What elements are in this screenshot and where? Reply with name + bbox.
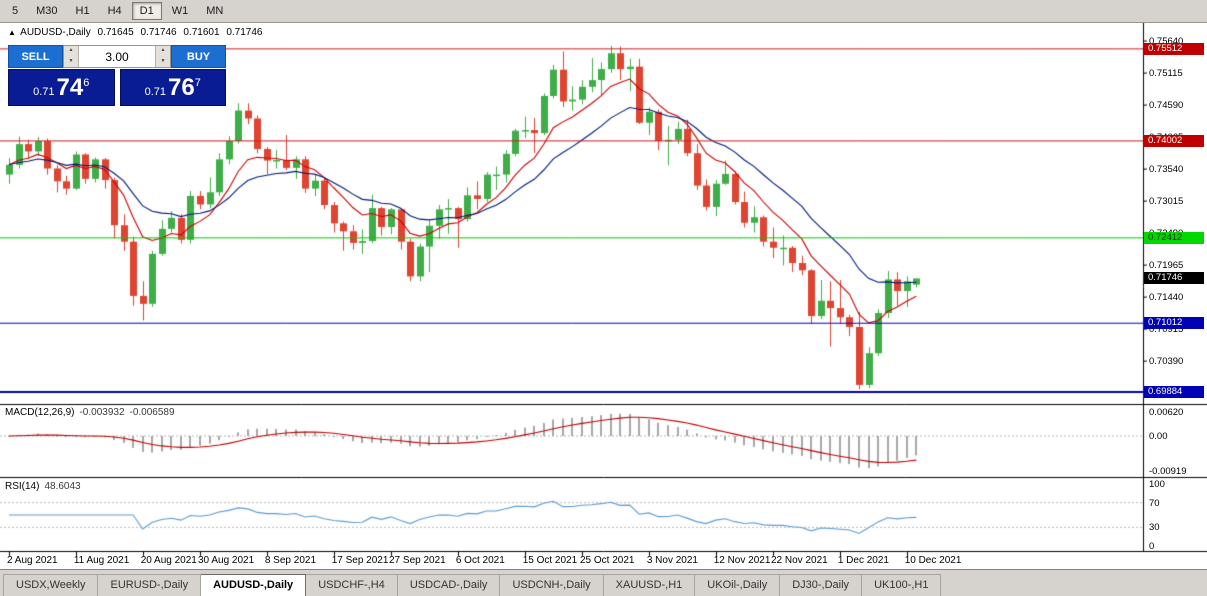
rsi-indicator-label: RSI(14) 48.6043 [5, 481, 81, 492]
sell-price-display: 0.71 74 6 [8, 69, 115, 106]
ohlc-open: 0.71645 [97, 27, 134, 38]
chart-tab-EURUSD-Daily[interactable]: EURUSD-,Daily [98, 574, 202, 596]
macd-signal-value: -0.006589 [129, 407, 175, 418]
ohlc-low: 0.71601 [183, 27, 220, 38]
chart-tab-DJ30-Daily[interactable]: DJ30-,Daily [780, 574, 863, 596]
chart-tab-UK100-H1[interactable]: UK100-,H1 [862, 574, 942, 596]
volume-decrement-icon[interactable]: ▼ [68, 57, 74, 64]
volume-stepper-left[interactable]: ▲ ▼ [64, 46, 79, 67]
sell-price-big-digits: 74 [56, 73, 84, 101]
chart-tab-USDX-Weekly[interactable]: USDX,Weekly [3, 574, 99, 596]
sell-price-prefix: 0.71 [33, 85, 55, 98]
buy-price-display: 0.71 76 7 [119, 69, 226, 106]
chart-tab-AUDUSD-Daily[interactable]: AUDUSD-,Daily [201, 574, 307, 596]
volume-decrement-icon[interactable]: ▼ [160, 57, 166, 64]
chart-tab-bar: USDX,Weekly EURUSD-,Daily AUDUSD-,Daily USD… [0, 569, 1207, 596]
macd-name: MACD(12,26,9) [5, 407, 75, 418]
volume-increment-icon[interactable]: ▲ [68, 47, 74, 53]
buy-price-prefix: 0.71 [144, 85, 167, 98]
rsi-value: 48.6043 [44, 481, 81, 492]
sell-price-pip-digit: 6 [83, 76, 90, 89]
rsi-name: RSI(14) [5, 481, 40, 492]
chart-tab-USDCHF-H4[interactable]: USDCHF-,H4 [306, 574, 398, 596]
chart-tab-UKOil-Daily[interactable]: UKOil-,Daily [695, 574, 781, 596]
macd-indicator-label: MACD(12,26,9) -0.003932 -0.006589 [5, 407, 175, 418]
buy-button[interactable]: BUY [171, 45, 226, 68]
timeframe-button-H4[interactable]: H4 [99, 2, 130, 20]
chart-tab-USDCAD-Daily[interactable]: USDCAD-,Daily [397, 574, 501, 596]
timeframe-button-D1[interactable]: D1 [131, 2, 162, 20]
ohlc-close: 0.71746 [226, 27, 263, 38]
timeframe-button-M30[interactable]: M30 [28, 2, 66, 20]
volume-field-wrap: ▲ ▼ ▲ ▼ [63, 45, 171, 68]
volume-increment-icon[interactable]: ▲ [160, 47, 166, 53]
timeframe-button-H1[interactable]: H1 [67, 2, 98, 20]
symbol-label: AUDUSD-,Daily [20, 27, 91, 38]
chart-tab-USDCNH-Daily[interactable]: USDCNH-,Daily [500, 574, 604, 596]
ohlc-high: 0.71746 [140, 27, 177, 38]
timeframe-toolbar: 5 M30 H1 H4 D1 W1 MN [0, 0, 1207, 23]
macd-main-value: -0.003932 [79, 407, 125, 418]
symbol-marker-icon: ▲ [8, 28, 16, 37]
buy-price-pip-digit: 7 [194, 76, 201, 89]
chart-tab-XAUUSD-H1[interactable]: XAUUSD-,H1 [603, 574, 696, 596]
volume-input[interactable] [79, 46, 155, 67]
volume-stepper-right[interactable]: ▲ ▼ [155, 46, 170, 67]
sell-button[interactable]: SELL [8, 45, 63, 68]
timeframe-button-W1[interactable]: W1 [163, 2, 197, 20]
one-click-trade-panel: SELL ▲ ▼ ▲ ▼ BUY 0.71 74 6 0.71 [8, 45, 226, 106]
buy-price-big-digits: 76 [168, 73, 195, 101]
timeframe-button-MN[interactable]: MN [198, 2, 232, 20]
chart-ohlc-title: ▲ AUDUSD-,Daily 0.71645 0.71746 0.71601 … [8, 27, 266, 38]
timeframe-button-5[interactable]: 5 [4, 2, 27, 20]
